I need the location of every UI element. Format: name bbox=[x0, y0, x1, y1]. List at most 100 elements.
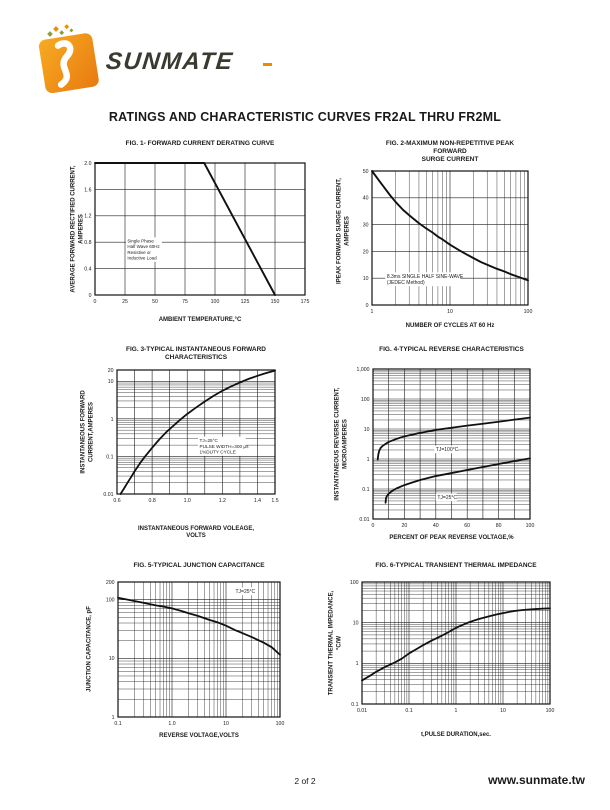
svg-text:100: 100 bbox=[276, 721, 285, 727]
svg-text:100: 100 bbox=[106, 597, 115, 603]
svg-text:75: 75 bbox=[182, 299, 188, 305]
svg-text:150: 150 bbox=[271, 299, 280, 305]
svg-text:20: 20 bbox=[363, 250, 369, 256]
svg-text:1.2: 1.2 bbox=[84, 213, 91, 219]
svg-text:100: 100 bbox=[546, 708, 555, 714]
svg-text:0.1: 0.1 bbox=[351, 702, 358, 708]
fig6-y-axis-label: TRANSIENT THERMAL IMPEDANCE, °C/W bbox=[328, 590, 343, 696]
svg-text:100: 100 bbox=[361, 397, 370, 403]
svg-text:20: 20 bbox=[108, 367, 114, 373]
svg-text:0: 0 bbox=[366, 303, 369, 309]
fig3-instantaneous-forward-characteristics: FIG. 3-TYPICAL INSTANTANEOUS FORWARD CHA… bbox=[58, 346, 326, 541]
svg-text:0: 0 bbox=[372, 523, 375, 529]
svg-text:0.01: 0.01 bbox=[103, 491, 113, 497]
svg-text:Inductive Load: Inductive Load bbox=[127, 255, 157, 260]
svg-text:10: 10 bbox=[108, 379, 114, 385]
svg-text:1: 1 bbox=[371, 309, 374, 315]
svg-text:Resistive or: Resistive or bbox=[127, 250, 151, 255]
svg-text:50: 50 bbox=[363, 169, 369, 175]
fig3-plot: 0.01 0.1 1 10 20 0.6 0.8 1.0 1.2 1.4 1.5 TJ=25°CPUL… bbox=[103, 367, 278, 504]
svg-text:0.4: 0.4 bbox=[84, 266, 91, 272]
fig4-plot: 0.01 0.1 1 10 100 1,000 0 20 40 60 80 100 TJ=100°C TJ… bbox=[357, 367, 535, 529]
svg-text:0.1: 0.1 bbox=[405, 708, 412, 714]
svg-text:10: 10 bbox=[447, 309, 453, 315]
fig4-typical-reverse-characteristics: FIG. 4-TYPICAL REVERSE CHARACTERISTICS I… bbox=[330, 346, 594, 543]
fig5-x-axis-label: REVERSE VOLTAGE,VOLTS bbox=[159, 732, 239, 739]
fig4-x-axis-label: PERCENT OF PEAK REVERSE VOLTAGE,% bbox=[389, 534, 514, 541]
fig5-title: FIG. 5-TYPICAL JUNCTION CAPACITANCE bbox=[133, 562, 265, 569]
sunmate-logo: SUNMATE bbox=[34, 20, 304, 105]
fig2-peak-forward-surge-current: FIG. 2-MAXIMUM NON-REPETITIVE PEAK FORWA… bbox=[330, 140, 594, 331]
brand-wordmark: SUNMATE bbox=[104, 48, 235, 75]
sunmate-logo-mark-icon bbox=[38, 24, 99, 94]
fig6-title: FIG. 6-TYPICAL TRANSIENT THERMAL IMPEDAN… bbox=[375, 562, 537, 569]
fig3-title: FIG. 3-TYPICAL INSTANTANEOUS FORWARD CHA… bbox=[126, 346, 266, 361]
svg-text:1: 1 bbox=[455, 708, 458, 714]
svg-text:1%DUTY CYCLE: 1%DUTY CYCLE bbox=[200, 449, 236, 454]
svg-text:(JEDEC Method): (JEDEC Method) bbox=[387, 280, 425, 286]
svg-text:TJ=100°C: TJ=100°C bbox=[436, 447, 459, 453]
svg-text:25: 25 bbox=[122, 299, 128, 305]
svg-text:20: 20 bbox=[402, 523, 408, 529]
svg-text:0.1: 0.1 bbox=[114, 721, 121, 727]
svg-text:175: 175 bbox=[301, 299, 310, 305]
svg-text:TJ=25°C: TJ=25°C bbox=[200, 437, 219, 442]
fig5-y-axis-label: JUNCTION CAPACITANCE, pF bbox=[86, 606, 93, 692]
page-number: 2 of 2 bbox=[294, 776, 316, 786]
svg-text:50: 50 bbox=[152, 299, 158, 305]
svg-text:40: 40 bbox=[433, 523, 439, 529]
svg-text:0.6: 0.6 bbox=[113, 498, 120, 504]
fig1-plot: 0 0.4 0.8 1.2 1.6 2.0 0 25 50 75 100 125 150 175 Singl… bbox=[84, 161, 310, 305]
svg-text:100: 100 bbox=[211, 299, 220, 305]
svg-text:1,000: 1,000 bbox=[357, 367, 370, 373]
svg-text:100: 100 bbox=[524, 309, 533, 315]
fig5-plot: 1 10 100 200 0.1 1.0 10 100 TJ=25°C bbox=[106, 580, 285, 727]
svg-text:Single Phase: Single Phase bbox=[127, 238, 154, 243]
svg-text:1.0: 1.0 bbox=[184, 498, 191, 504]
fig1-forward-current-derating: FIG. 1- FORWARD CURRENT DERATING CURVE A… bbox=[58, 140, 326, 325]
svg-text:Half Wave 60Hz: Half Wave 60Hz bbox=[127, 244, 160, 249]
fig1-title: FIG. 1- FORWARD CURRENT DERATING CURVE bbox=[125, 140, 275, 147]
svg-text:1: 1 bbox=[356, 661, 359, 667]
svg-text:TJ=25°C: TJ=25°C bbox=[236, 589, 256, 595]
svg-text:0.01: 0.01 bbox=[357, 708, 367, 714]
svg-text:10: 10 bbox=[109, 656, 115, 662]
svg-text:100: 100 bbox=[350, 580, 359, 586]
fig1-x-axis-label: AMBIENT TEMPERATURE,°C bbox=[158, 316, 242, 323]
svg-text:10: 10 bbox=[363, 276, 369, 282]
svg-text:200: 200 bbox=[106, 580, 115, 586]
svg-text:1.6: 1.6 bbox=[84, 187, 91, 193]
svg-text:125: 125 bbox=[241, 299, 250, 305]
svg-text:40: 40 bbox=[363, 196, 369, 202]
svg-text:0.8: 0.8 bbox=[84, 240, 91, 246]
svg-text:80: 80 bbox=[496, 523, 502, 529]
svg-text:0: 0 bbox=[94, 299, 97, 305]
svg-text:1: 1 bbox=[112, 715, 115, 721]
svg-text:10: 10 bbox=[353, 620, 359, 626]
svg-text:1.4: 1.4 bbox=[254, 498, 261, 504]
svg-text:60: 60 bbox=[464, 523, 470, 529]
wordmark-accent-bar bbox=[263, 63, 272, 66]
svg-text:1.2: 1.2 bbox=[219, 498, 226, 504]
fig6-x-axis-label: t,PULSE DURATION,sec. bbox=[421, 731, 491, 738]
svg-text:2.0: 2.0 bbox=[84, 161, 91, 167]
fig4-y-axis-label: INSTANTANEOUS REVERSE CURRENT, MICROAMPE… bbox=[334, 387, 349, 501]
fig3-y-axis-label: INSTANTANEOUS FORWARD CURRENT,AMPERES bbox=[80, 390, 95, 474]
fig2-title: FIG. 2-MAXIMUM NON-REPETITIVE PEAK FORWA… bbox=[385, 140, 515, 163]
svg-text:1: 1 bbox=[111, 416, 114, 422]
fig2-x-axis-label: NUMBER OF CYCLES AT 60 Hz bbox=[405, 323, 495, 330]
fig5-typical-junction-capacitance: FIG. 5-TYPICAL JUNCTION CAPACITANCE JUNC… bbox=[58, 562, 326, 741]
fig3-x-axis-label: INSTANTANEOUS FORWARD VOLEAGE, VOLTS bbox=[137, 525, 254, 540]
website-url: www.sunmate.tw bbox=[488, 773, 585, 787]
svg-text:30: 30 bbox=[363, 223, 369, 229]
svg-text:0.8: 0.8 bbox=[149, 498, 156, 504]
fig2-y-axis-label: IPEAK FORWARD SURGE CURRENT, AMPERES bbox=[336, 178, 351, 284]
svg-text:1.5: 1.5 bbox=[271, 498, 278, 504]
svg-text:TJ=25°C: TJ=25°C bbox=[437, 495, 457, 501]
svg-text:10: 10 bbox=[223, 721, 229, 727]
svg-text:0.1: 0.1 bbox=[106, 454, 113, 460]
svg-text:1.0: 1.0 bbox=[168, 721, 175, 727]
fig1-y-axis-label: AVERAGE FORWARD RECTIFIED CURRENT, AMPER… bbox=[70, 165, 85, 293]
